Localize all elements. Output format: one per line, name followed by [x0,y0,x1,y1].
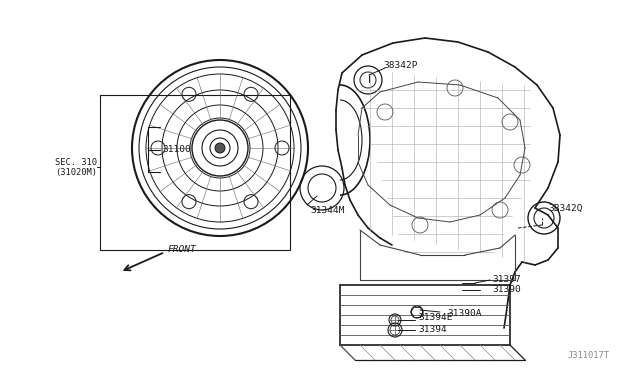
Bar [100,95,290,250]
Text: 3B342Q: 3B342Q [548,203,582,212]
Text: 31100: 31100 [162,144,191,154]
Text: FRONT: FRONT [168,246,196,254]
Text: 31394E: 31394E [418,314,452,323]
Circle shape [215,143,225,153]
Text: J311017T: J311017T [568,350,610,359]
Text: 38342P: 38342P [383,61,417,70]
Text: 31390: 31390 [492,285,521,295]
Text: 31397: 31397 [492,276,521,285]
Text: (31020M): (31020M) [55,167,97,176]
Text: 31390A: 31390A [447,310,481,318]
Text: 31344M: 31344M [310,205,344,215]
Text: 31394: 31394 [418,326,447,334]
Text: SEC. 310: SEC. 310 [55,157,97,167]
